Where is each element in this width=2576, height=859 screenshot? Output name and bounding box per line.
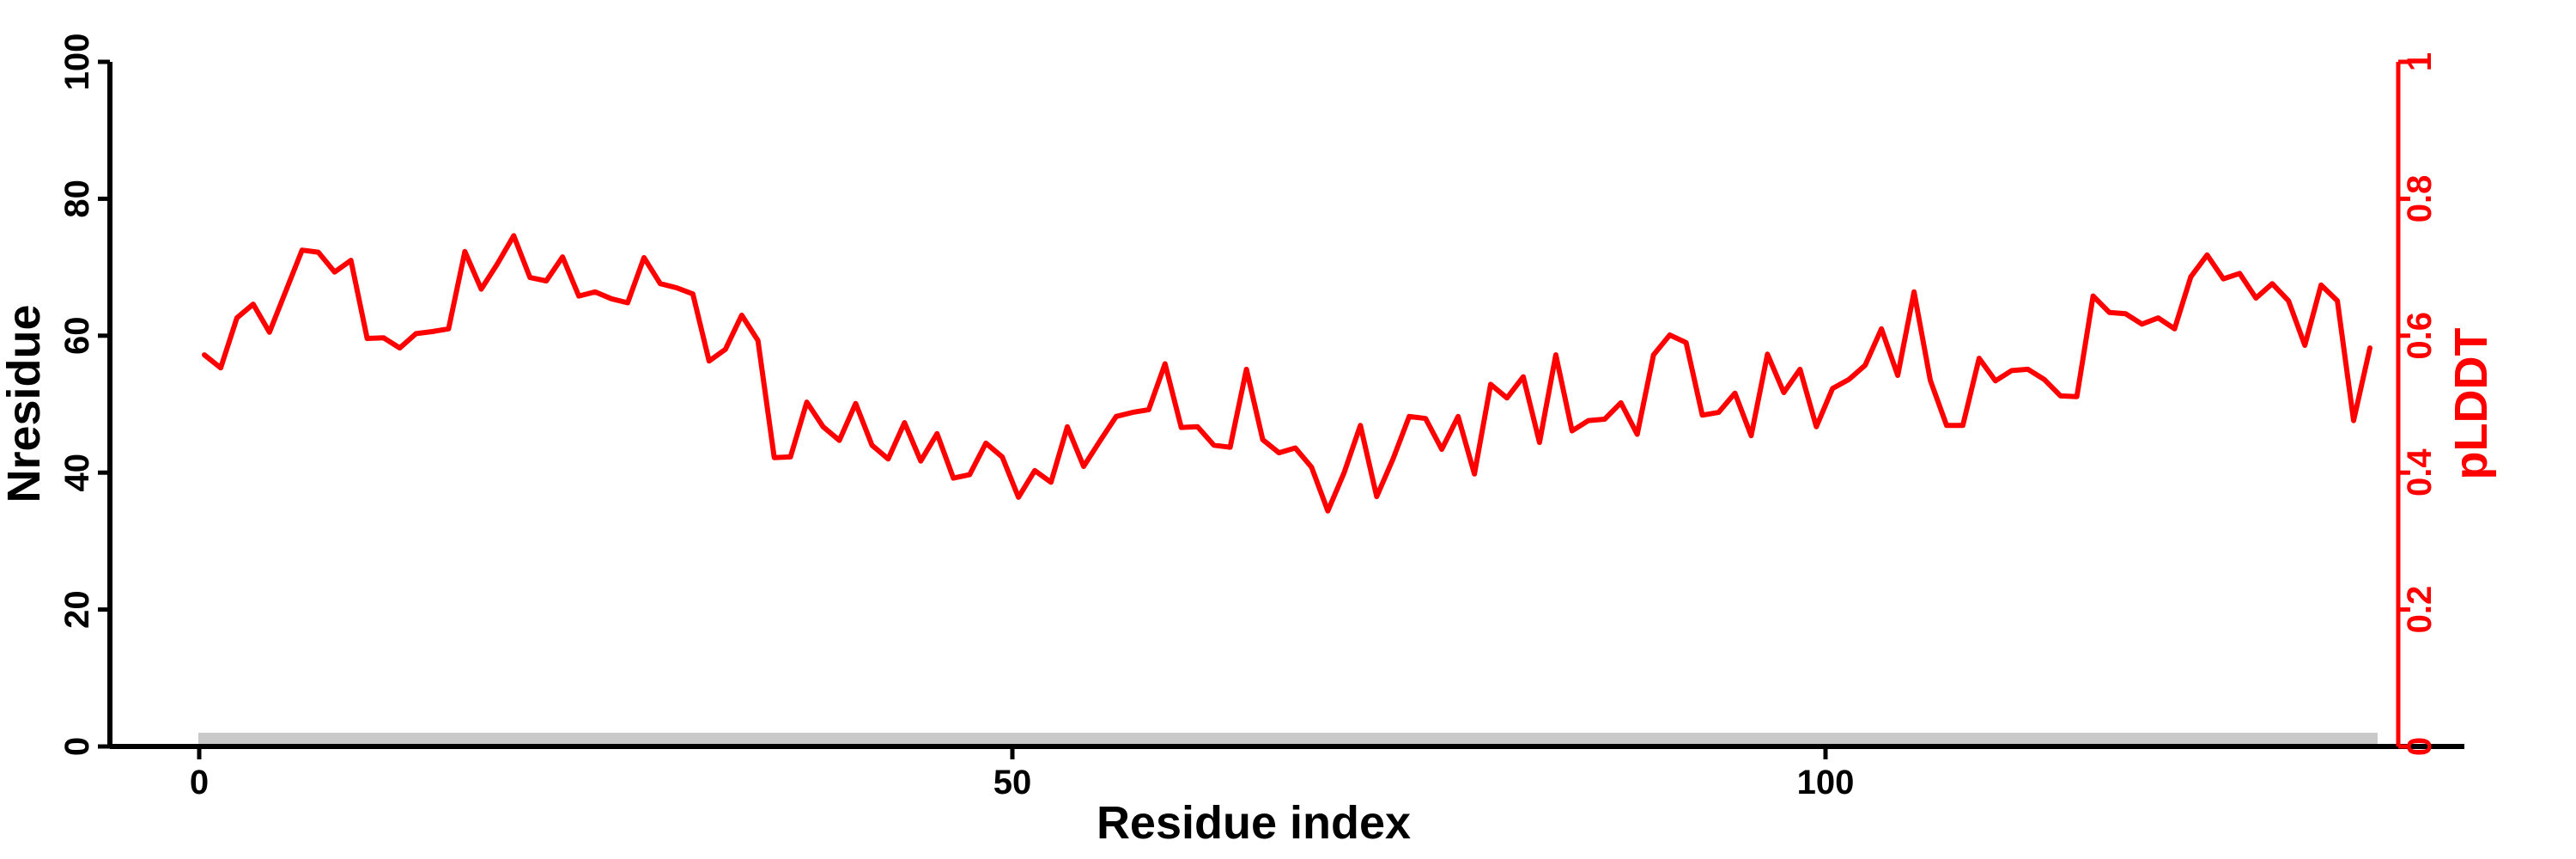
y-tick-label-left: 20 xyxy=(58,590,96,629)
y-tick-label-left: 100 xyxy=(58,34,96,91)
y-axis-left-title: Nresidue xyxy=(0,304,50,503)
y-tick-label-left: 40 xyxy=(58,454,96,492)
y-tick-label-right: 0.4 xyxy=(2401,448,2439,497)
y-tick-label-right: 0 xyxy=(2401,737,2439,756)
x-axis: 0 50 100 Residue index xyxy=(110,744,2464,849)
x-tick-label: 100 xyxy=(1797,764,1855,801)
y-tick-label-right: 0.6 xyxy=(2401,312,2439,360)
y-axis-left-ticks: 0 20 40 60 80 100 xyxy=(58,34,110,756)
plddt-line xyxy=(202,233,2372,514)
y-axis-right-ticks: 0 0.2 0.4 0.6 0.8 1 xyxy=(2398,52,2439,756)
x-tick-label: 0 xyxy=(190,764,209,801)
y-tick-label-left: 60 xyxy=(58,317,96,356)
y-tick-label-left: 80 xyxy=(58,180,96,218)
y-axis-left: 0 20 40 60 80 100 Nresidue xyxy=(0,34,112,756)
y-tick-label-left: 0 xyxy=(58,737,96,756)
y-axis-right: 0 0.2 0.4 0.6 0.8 1 pLDDT xyxy=(2396,52,2497,756)
y-tick-label-right: 0.8 xyxy=(2401,175,2439,223)
x-tick-label: 50 xyxy=(993,764,1032,801)
disorder-bar xyxy=(198,733,2378,745)
y-axis-right-title: pLDDT xyxy=(2445,328,2497,480)
y-tick-label-right: 0.2 xyxy=(2401,586,2439,634)
x-axis-title: Residue index xyxy=(1097,797,1411,849)
y-tick-label-right: 1 xyxy=(2401,52,2439,71)
x-ticks: 0 50 100 xyxy=(190,746,1855,801)
